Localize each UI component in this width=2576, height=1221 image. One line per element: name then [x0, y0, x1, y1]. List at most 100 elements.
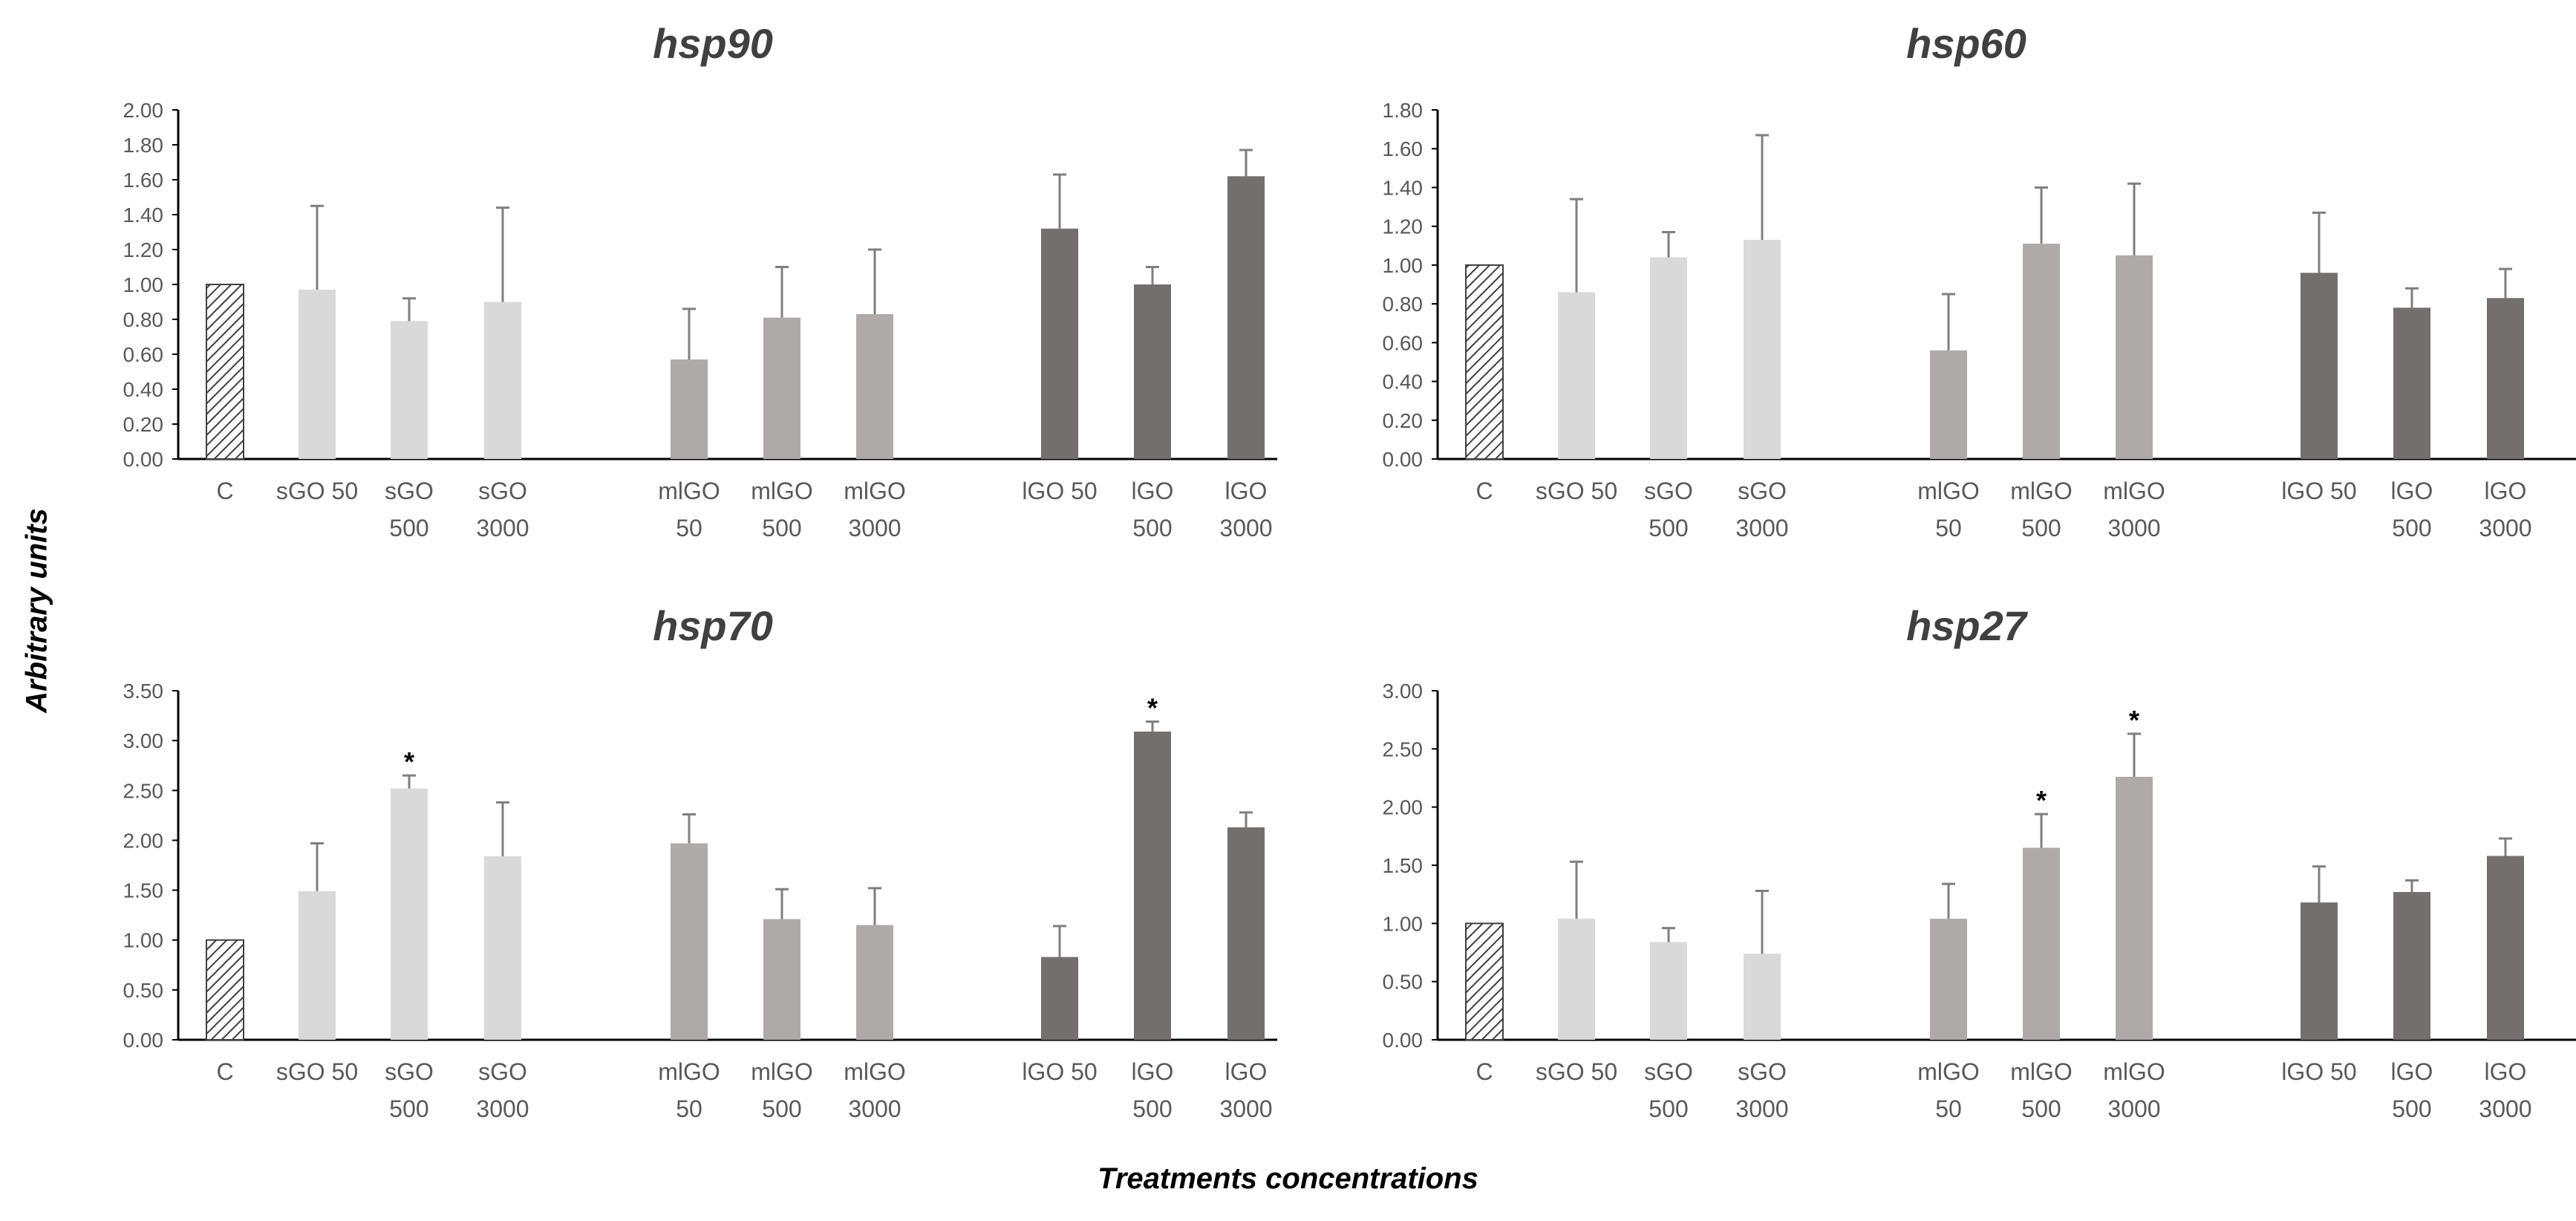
- y-tick-label: 1.50: [1383, 854, 1424, 877]
- bar-mlGO-3000: [856, 925, 893, 1040]
- y-tick-label: 2.00: [123, 99, 164, 122]
- x-tick-label: lGO 50: [1022, 478, 1097, 504]
- y-tick-label: 1.40: [1383, 176, 1424, 199]
- y-tick-label: 1.40: [123, 204, 164, 227]
- significance-marker: *: [2036, 785, 2047, 815]
- x-tick-label: sGO 3000: [476, 1058, 529, 1122]
- x-tick-label: mlGO 3000: [844, 1058, 906, 1122]
- y-axis-title: Arbitrary units: [20, 508, 53, 713]
- significance-marker: *: [2129, 705, 2139, 735]
- y-tick-label: 1.00: [1383, 912, 1424, 935]
- x-tick-label: lGO 500: [1132, 478, 1174, 541]
- y-tick-label: 0.00: [123, 448, 164, 471]
- x-tick-label: lGO 3000: [2479, 478, 2531, 541]
- y-tick-label: 0.00: [1383, 448, 1424, 471]
- chart-title: hsp90: [653, 20, 773, 67]
- x-tick-label: mlGO 50: [1917, 1058, 1980, 1122]
- bar-mlGO-500: [2023, 847, 2060, 1040]
- chart-title: hsp70: [653, 602, 773, 649]
- y-tick-label: 0.50: [1383, 971, 1424, 994]
- bar-sGO-500: [391, 321, 428, 459]
- y-tick-label: 0.60: [123, 343, 164, 366]
- y-tick-label: 0.00: [123, 1029, 164, 1052]
- y-tick-label: 0.80: [1383, 293, 1424, 316]
- y-tick-label: 0.20: [123, 413, 164, 436]
- bar-lGO-500: [2393, 307, 2430, 459]
- y-tick-label: 1.80: [123, 134, 164, 157]
- bar-lGO-50: [2301, 902, 2338, 1040]
- chart-hsp70: hsp70 0.00 0.50 1.00 1.50 2.00 2.50 3.00 3.50 C sG…: [123, 602, 1277, 1122]
- y-tick-label: 0.40: [1383, 371, 1424, 394]
- significance-marker: *: [404, 746, 414, 777]
- y-tick-label: 0.80: [123, 308, 164, 331]
- bar-lGO-500: [1134, 284, 1171, 459]
- x-tick-label: sGO 500: [1644, 478, 1693, 541]
- bar-sGO-3000: [484, 856, 521, 1040]
- bar-lGO-50: [2301, 273, 2338, 459]
- x-tick-label: mlGO 500: [2010, 478, 2073, 541]
- x-tick-label: sGO 50: [276, 1058, 358, 1085]
- bar-lGO-3000: [2487, 298, 2524, 459]
- y-tick-label: 1.80: [1383, 99, 1424, 122]
- x-tick-label: C: [1476, 478, 1493, 504]
- bar-C: [1465, 264, 1504, 460]
- x-tick-label: sGO 500: [1644, 1058, 1693, 1122]
- x-tick-label: sGO 3000: [1735, 478, 1788, 541]
- y-tick-label: 3.00: [1383, 680, 1424, 703]
- y-tick-label: 3.50: [123, 680, 164, 703]
- y-tick-label: 2.00: [1383, 796, 1424, 819]
- bar-sGO-500: [1650, 257, 1687, 459]
- bar-sGO-50: [1558, 292, 1595, 459]
- y-tick-label: 0.60: [1383, 331, 1424, 354]
- bar-mlGO-50: [671, 359, 708, 459]
- chart-title: hsp27: [1906, 602, 2029, 649]
- x-tick-label: sGO 50: [1536, 1058, 1617, 1085]
- y-tick-label: 2.50: [1383, 738, 1424, 761]
- y-tick-label: 1.60: [1383, 137, 1424, 160]
- bar-lGO-3000: [1227, 176, 1265, 460]
- x-tick-label: lGO 3000: [2479, 1058, 2531, 1122]
- bar-C: [206, 939, 244, 1041]
- y-tick-label: 0.50: [123, 979, 164, 1002]
- chart-hsp27: hsp27 0.00 0.50 1.00 1.50 2.00 2.50 3.00 C sGO 50…: [1383, 602, 2576, 1122]
- x-tick-label: C: [216, 1058, 233, 1085]
- bar-sGO-3000: [484, 302, 521, 459]
- x-tick-label: sGO 50: [1536, 478, 1617, 504]
- x-tick-label: mlGO 3000: [2103, 478, 2165, 541]
- bar-sGO-50: [299, 890, 336, 1040]
- bar-mlGO-500: [2023, 244, 2060, 459]
- y-tick-label: 1.00: [123, 929, 164, 952]
- y-tick-label: 1.00: [1383, 254, 1424, 277]
- x-tick-label: mlGO 50: [658, 478, 720, 541]
- bar-lGO-500: [1134, 732, 1171, 1040]
- bar-mlGO-3000: [2116, 776, 2153, 1040]
- x-tick-label: lGO 50: [2281, 1058, 2356, 1085]
- y-tick-label: 1.20: [123, 238, 164, 261]
- bar-mlGO-500: [763, 317, 800, 459]
- bar-mlGO-3000: [856, 313, 893, 459]
- x-tick-label: lGO 500: [2391, 478, 2433, 541]
- x-tick-label: mlGO 500: [751, 478, 813, 541]
- bar-mlGO-3000: [2116, 255, 2153, 459]
- bar-lGO-3000: [2487, 856, 2524, 1040]
- x-tick-label: lGO 3000: [1219, 478, 1272, 541]
- x-tick-label: mlGO 50: [1917, 478, 1980, 541]
- bar-mlGO-50: [671, 843, 708, 1040]
- x-tick-label: lGO 50: [2281, 478, 2356, 504]
- x-tick-label: mlGO 3000: [2103, 1058, 2165, 1122]
- x-tick-label: lGO 500: [1132, 1058, 1174, 1122]
- x-tick-label: lGO 3000: [1219, 1058, 1272, 1122]
- chart-hsp60: hsp60 0.00 0.20 0.40 0.60 0.80 1.00 1.20 1.40 1.6…: [1383, 20, 2576, 541]
- x-tick-label: C: [216, 478, 233, 504]
- x-tick-label: C: [1476, 1058, 1493, 1085]
- x-tick-label: lGO 500: [2391, 1058, 2433, 1122]
- bar-lGO-50: [1041, 957, 1078, 1040]
- x-tick-label: mlGO 50: [658, 1058, 720, 1122]
- significance-marker: *: [1147, 693, 1158, 723]
- bar-lGO-3000: [1227, 827, 1265, 1040]
- x-tick-label: mlGO 500: [2010, 1058, 2073, 1122]
- x-tick-label: mlGO 500: [751, 1058, 813, 1122]
- x-tick-label: mlGO 3000: [844, 478, 906, 541]
- y-tick-label: 1.50: [123, 879, 164, 902]
